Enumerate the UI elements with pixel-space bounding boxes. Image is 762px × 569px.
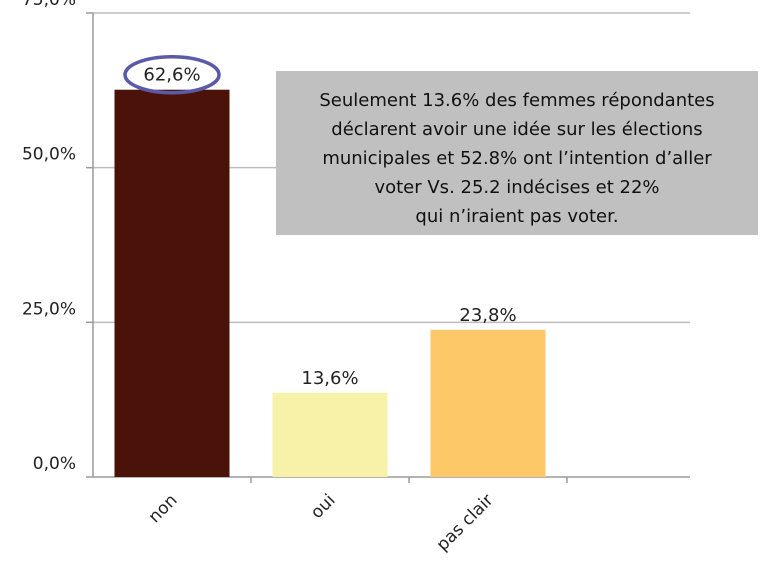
highlight-ellipse	[123, 54, 221, 95]
data-label: 13,6%	[301, 368, 358, 389]
y-tick-label: 75,0%	[22, 0, 76, 10]
category-label: non	[145, 490, 182, 527]
category-label: pas clair	[433, 490, 498, 555]
annotation-line-1: Seulement 13.6% des femmes répondantes	[319, 90, 715, 111]
y-tick-label: 50,0%	[22, 145, 76, 165]
annotation-line-2: déclarent avoir une idée sur les électio…	[331, 119, 703, 140]
annotation-line-4: voter Vs. 25.2 indécises et 22%	[374, 177, 660, 198]
annotation-line-5: qui n’iraient pas voter.	[415, 206, 619, 227]
category-label: oui	[307, 490, 339, 522]
data-label: 62,6%	[143, 65, 200, 86]
y-tick-label: 0,0%	[33, 454, 76, 474]
data-label: 23,8%	[459, 305, 516, 326]
bar-pas-clair	[430, 329, 546, 477]
annotation-box: Seulement 13.6% des femmes répondantes d…	[276, 71, 758, 235]
bar-oui	[272, 392, 388, 477]
annotation-line-3: municipales et 52.8% ont l’intention d’a…	[322, 148, 712, 169]
y-tick-label: 25,0%	[22, 299, 76, 319]
bar-non	[114, 89, 230, 478]
